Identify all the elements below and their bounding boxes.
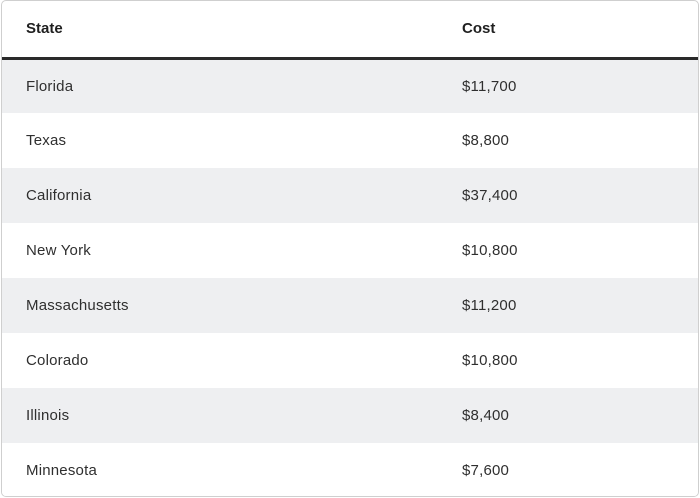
state-cell: Florida bbox=[26, 77, 74, 95]
cost-cell: $37,400 bbox=[462, 187, 518, 204]
table-row: New York $10,800 bbox=[2, 223, 698, 278]
cost-cell: $11,200 bbox=[462, 297, 517, 314]
cost-cell: $8,400 bbox=[462, 407, 510, 424]
table-row: Massachusetts $11,200 bbox=[2, 278, 698, 333]
table-row: California $37,400 bbox=[2, 168, 698, 223]
column-header-state: State bbox=[2, 1, 438, 60]
cost-cell: $10,800 bbox=[462, 352, 518, 369]
state-cell: New York bbox=[26, 242, 91, 259]
table-body: Florida $11,700 Texas $8,800 California … bbox=[2, 58, 698, 496]
table-row: Minnesota $7,600 bbox=[2, 443, 698, 496]
state-cell: California bbox=[26, 187, 92, 204]
table-row: Florida $11,700 bbox=[2, 58, 698, 113]
column-header-cost: Cost bbox=[438, 1, 698, 60]
state-cell: Illinois bbox=[26, 407, 70, 424]
state-cell: Massachusetts bbox=[26, 297, 129, 314]
cost-cell: $7,600 bbox=[462, 462, 510, 479]
cost-cell: $10,800 bbox=[462, 242, 518, 259]
table-row: Colorado $10,800 bbox=[2, 333, 698, 388]
table-row: Illinois $8,400 bbox=[2, 388, 698, 443]
header-row: State Cost bbox=[2, 1, 698, 60]
state-cell: Minnesota bbox=[26, 462, 98, 479]
cost-cell: $11,700 bbox=[462, 77, 517, 95]
state-cell: Texas bbox=[26, 132, 67, 149]
state-cell: Colorado bbox=[26, 352, 89, 369]
cost-cell: $8,800 bbox=[462, 132, 510, 149]
table-header: State Cost bbox=[2, 1, 698, 60]
table-row: Texas $8,800 bbox=[2, 113, 698, 168]
